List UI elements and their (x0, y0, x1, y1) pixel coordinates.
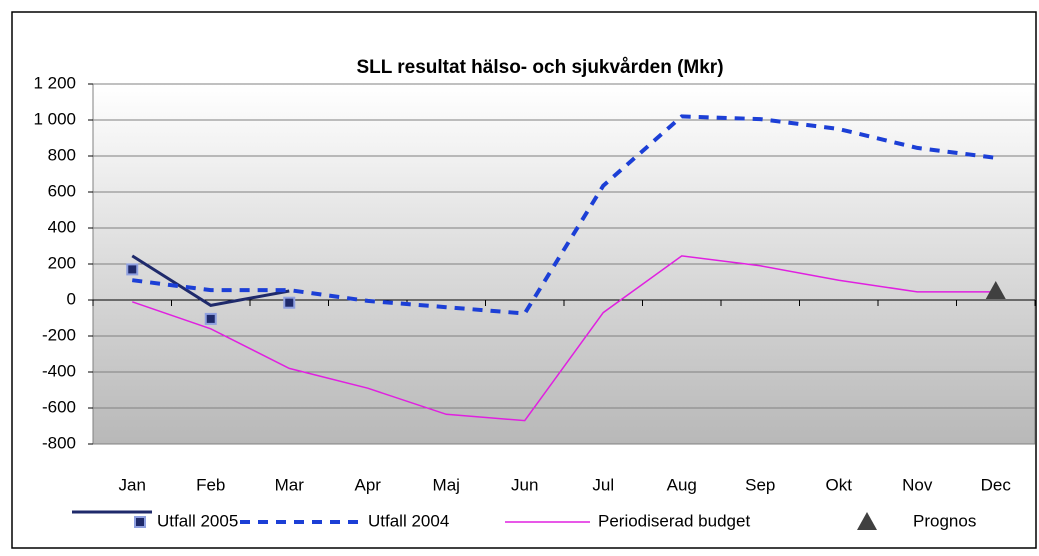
x-tick-label: Jun (511, 475, 538, 494)
y-tick-label: -400 (42, 361, 76, 380)
y-tick-label: 1 000 (33, 109, 76, 128)
legend-swatch (857, 512, 877, 530)
y-tick-label: -200 (42, 325, 76, 344)
y-tick-label: 600 (48, 181, 76, 200)
chart-title: SLL resultat hälso- och sjukvården (Mkr) (356, 57, 723, 78)
legend-label: Periodiserad budget (598, 511, 750, 530)
data-line (131, 254, 290, 307)
legend-label: Utfall 2005 (157, 511, 238, 530)
x-tick-label: Sep (745, 475, 775, 494)
y-tick-label: -800 (42, 433, 76, 452)
y-tick-label: 0 (67, 289, 76, 308)
y-tick-label: 800 (48, 145, 76, 164)
legend-label: Prognos (913, 511, 976, 530)
data-line (131, 114, 997, 316)
data-point (283, 296, 296, 309)
legend-label: Utfall 2004 (368, 511, 449, 530)
x-tick-label: Jan (119, 475, 146, 494)
y-tick-label: 400 (48, 217, 76, 236)
x-tick-label: Aug (667, 475, 697, 494)
data-point (985, 281, 1006, 299)
x-tick-label: Nov (902, 475, 933, 494)
x-tick-label: Okt (826, 475, 853, 494)
data-point (126, 263, 139, 276)
data-point (204, 312, 217, 325)
x-tick-label: Mar (275, 475, 305, 494)
y-tick-label: 200 (48, 253, 76, 272)
x-tick-label: Maj (433, 475, 460, 494)
x-tick-label: Apr (355, 475, 382, 494)
data-line (132, 255, 996, 422)
y-tick-label: -600 (42, 397, 76, 416)
x-tick-label: Dec (981, 475, 1012, 494)
legend-swatch (134, 516, 146, 528)
y-tick-label: 1 200 (33, 73, 76, 92)
x-tick-label: Feb (196, 475, 225, 494)
x-tick-label: Jul (592, 475, 614, 494)
